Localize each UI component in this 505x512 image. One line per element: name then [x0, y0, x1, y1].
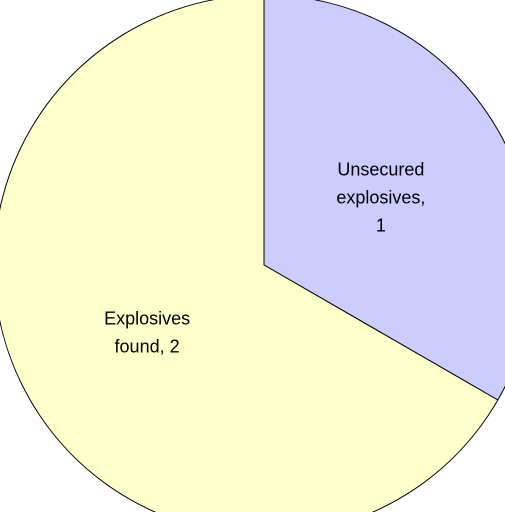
- pie-slice-label-line: explosives,: [336, 188, 425, 208]
- pie-slice-unsecured-explosives: [263, 0, 505, 401]
- pie-slice-label-line: 1: [376, 216, 386, 236]
- pie-slice-label-line: Explosives: [104, 309, 190, 329]
- pie-slice-label-line: Unsecured: [337, 160, 424, 180]
- pie-slice-label: Unsecured explosives, 1: [336, 160, 425, 236]
- pie-labels: Unsecured explosives, 1 Explosives found, 2: [104, 160, 425, 357]
- pie-slice-label: Explosives found, 2: [104, 309, 190, 357]
- pie-slice-label-line: found, 2: [115, 337, 180, 357]
